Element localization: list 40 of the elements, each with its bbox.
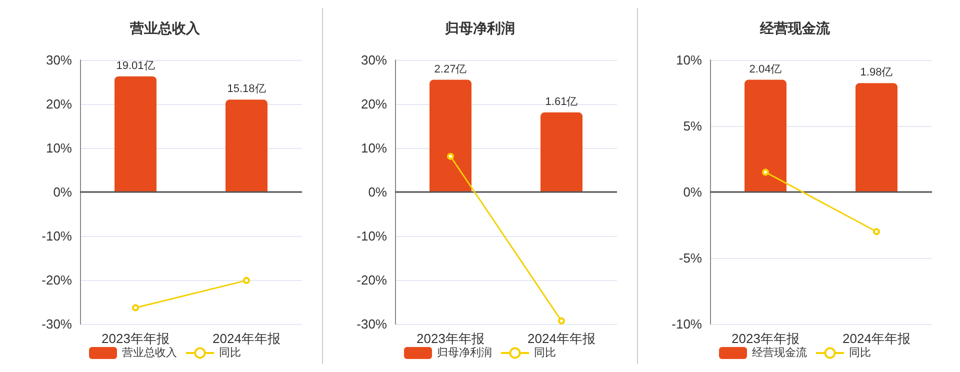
chart-title: 经营现金流: [759, 20, 831, 36]
y-tick-label: 20%: [46, 96, 72, 112]
data-label: 2.27亿: [434, 63, 467, 76]
chart-title: 营业总收入: [129, 20, 201, 36]
legend-label: 经营现金流: [752, 346, 807, 359]
legend-label: 同比: [219, 346, 241, 359]
data-label: 2.04亿: [749, 63, 782, 76]
y-tick-label: 30%: [360, 52, 388, 68]
y-tick-label: -10%: [672, 316, 702, 332]
y-tick-label: -10%: [42, 228, 72, 244]
y-tick-label: 20%: [360, 96, 388, 112]
y-tick-label: -20%: [356, 272, 388, 288]
y-tick-label: 10%: [360, 140, 388, 156]
y-tick-label: -5%: [678, 250, 702, 266]
y-tick-label: 10%: [676, 52, 702, 68]
y-tick-label: -10%: [356, 228, 388, 244]
x-tick-label: 2023年年报: [416, 331, 484, 346]
y-tick-label: -30%: [356, 316, 388, 332]
data-label: 1.61亿: [545, 96, 578, 108]
x-tick-label: 2024年年报: [842, 331, 910, 346]
legend-label: 同比: [849, 346, 871, 359]
y-tick-label: 30%: [46, 52, 72, 68]
y-tick-label: 5%: [683, 118, 702, 134]
x-tick-label: 2024年年报: [212, 331, 280, 346]
y-tick-label: 10%: [46, 140, 72, 156]
chart-title: 归母净利润: [444, 20, 515, 36]
y-tick-label: 0%: [683, 184, 702, 200]
legend-label: 归母净利润: [437, 346, 492, 359]
legend-label: 营业总收入: [122, 346, 177, 359]
x-tick-label: 2024年年报: [528, 331, 596, 346]
data-label: 1.98亿: [860, 66, 893, 79]
y-tick-label: 0%: [368, 184, 388, 200]
legend-label: 同比: [534, 346, 556, 359]
data-label: 19.01亿: [116, 60, 155, 72]
data-label: 15.18亿: [227, 83, 266, 96]
x-tick-label: 2023年年报: [102, 331, 170, 346]
x-tick-label: 2023年年报: [732, 331, 800, 346]
y-tick-label: -30%: [42, 316, 72, 332]
y-tick-label: 0%: [53, 184, 72, 200]
y-tick-label: -20%: [42, 272, 72, 288]
